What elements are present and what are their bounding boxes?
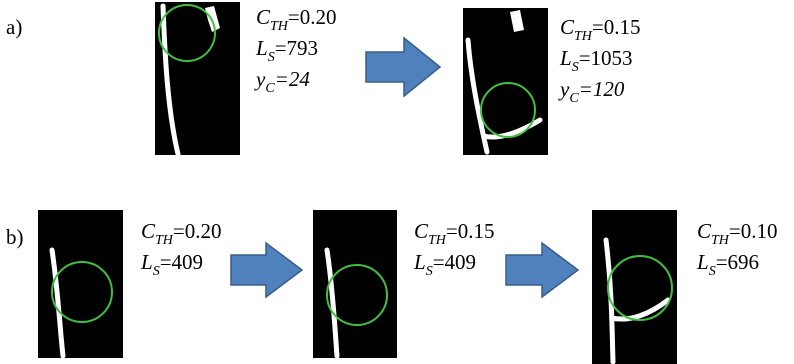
parameter-subscript: S	[709, 264, 716, 279]
parameter-value: =409	[160, 250, 203, 274]
parameter: yC=24	[254, 67, 310, 96]
parameter-value: =24	[275, 67, 311, 91]
parameter-value: =0.10	[729, 219, 778, 243]
parameter-subscript: TH	[155, 233, 174, 248]
panel-label: b)	[6, 225, 24, 249]
figure: a)CTH=0.20LS=793yC=24CTH=0.15LS=1053yC=1…	[0, 0, 794, 364]
parameter-subscript: TH	[428, 233, 447, 248]
parameter-symbol: y	[254, 67, 266, 91]
parameter-symbol: C	[256, 5, 271, 29]
parameter-symbol: C	[141, 219, 156, 243]
arrow	[506, 243, 578, 297]
parameter: LS=1053	[559, 46, 633, 75]
parameter-subscript: TH	[574, 29, 593, 44]
parameter-symbol: L	[559, 46, 572, 70]
panel-label: a)	[6, 15, 22, 39]
parameter-value: =0.20	[288, 5, 337, 29]
parameter: CTH=0.10	[697, 219, 778, 248]
parameter-subscript: TH	[270, 19, 289, 34]
image-b2	[313, 210, 397, 358]
parameter: LS=793	[255, 36, 318, 65]
parameter-value: =0.15	[446, 219, 495, 243]
image-a1	[155, 2, 240, 155]
parameter: CTH=0.20	[256, 5, 337, 34]
parameter-subscript: S	[153, 264, 160, 279]
parameter: LS=409	[140, 250, 203, 279]
parameter: LS=696	[696, 250, 759, 279]
parameter-subscript: S	[268, 50, 275, 65]
parameter-value: =120	[579, 77, 625, 101]
parameter-value: =409	[433, 250, 476, 274]
parameter: yC=120	[558, 77, 625, 106]
parameter-value: =793	[275, 36, 318, 60]
parameter-subscript: S	[572, 60, 579, 75]
image-a2	[463, 8, 548, 155]
arrow	[366, 38, 440, 96]
image-b1	[38, 210, 123, 358]
parameter: CTH=0.15	[414, 219, 495, 248]
parameter-value: =0.20	[173, 219, 222, 243]
arrow	[231, 243, 302, 297]
parameter-symbol: C	[414, 219, 429, 243]
parameter: CTH=0.20	[141, 219, 222, 248]
parameter-value: =1053	[579, 46, 633, 70]
parameter-symbol: C	[697, 219, 712, 243]
parameter-value: =0.15	[592, 15, 641, 39]
parameter: LS=409	[413, 250, 476, 279]
parameter-value: =696	[716, 250, 759, 274]
parameter-subscript: S	[426, 264, 433, 279]
parameter-symbol: y	[558, 77, 570, 101]
parameter-symbol: L	[140, 250, 153, 274]
parameter-symbol: C	[560, 15, 575, 39]
parameter-symbol: L	[413, 250, 426, 274]
image-b3	[592, 210, 677, 364]
parameter-subscript: TH	[711, 233, 730, 248]
parameter-symbol: L	[255, 36, 268, 60]
parameter-symbol: L	[696, 250, 709, 274]
parameter: CTH=0.15	[560, 15, 641, 44]
